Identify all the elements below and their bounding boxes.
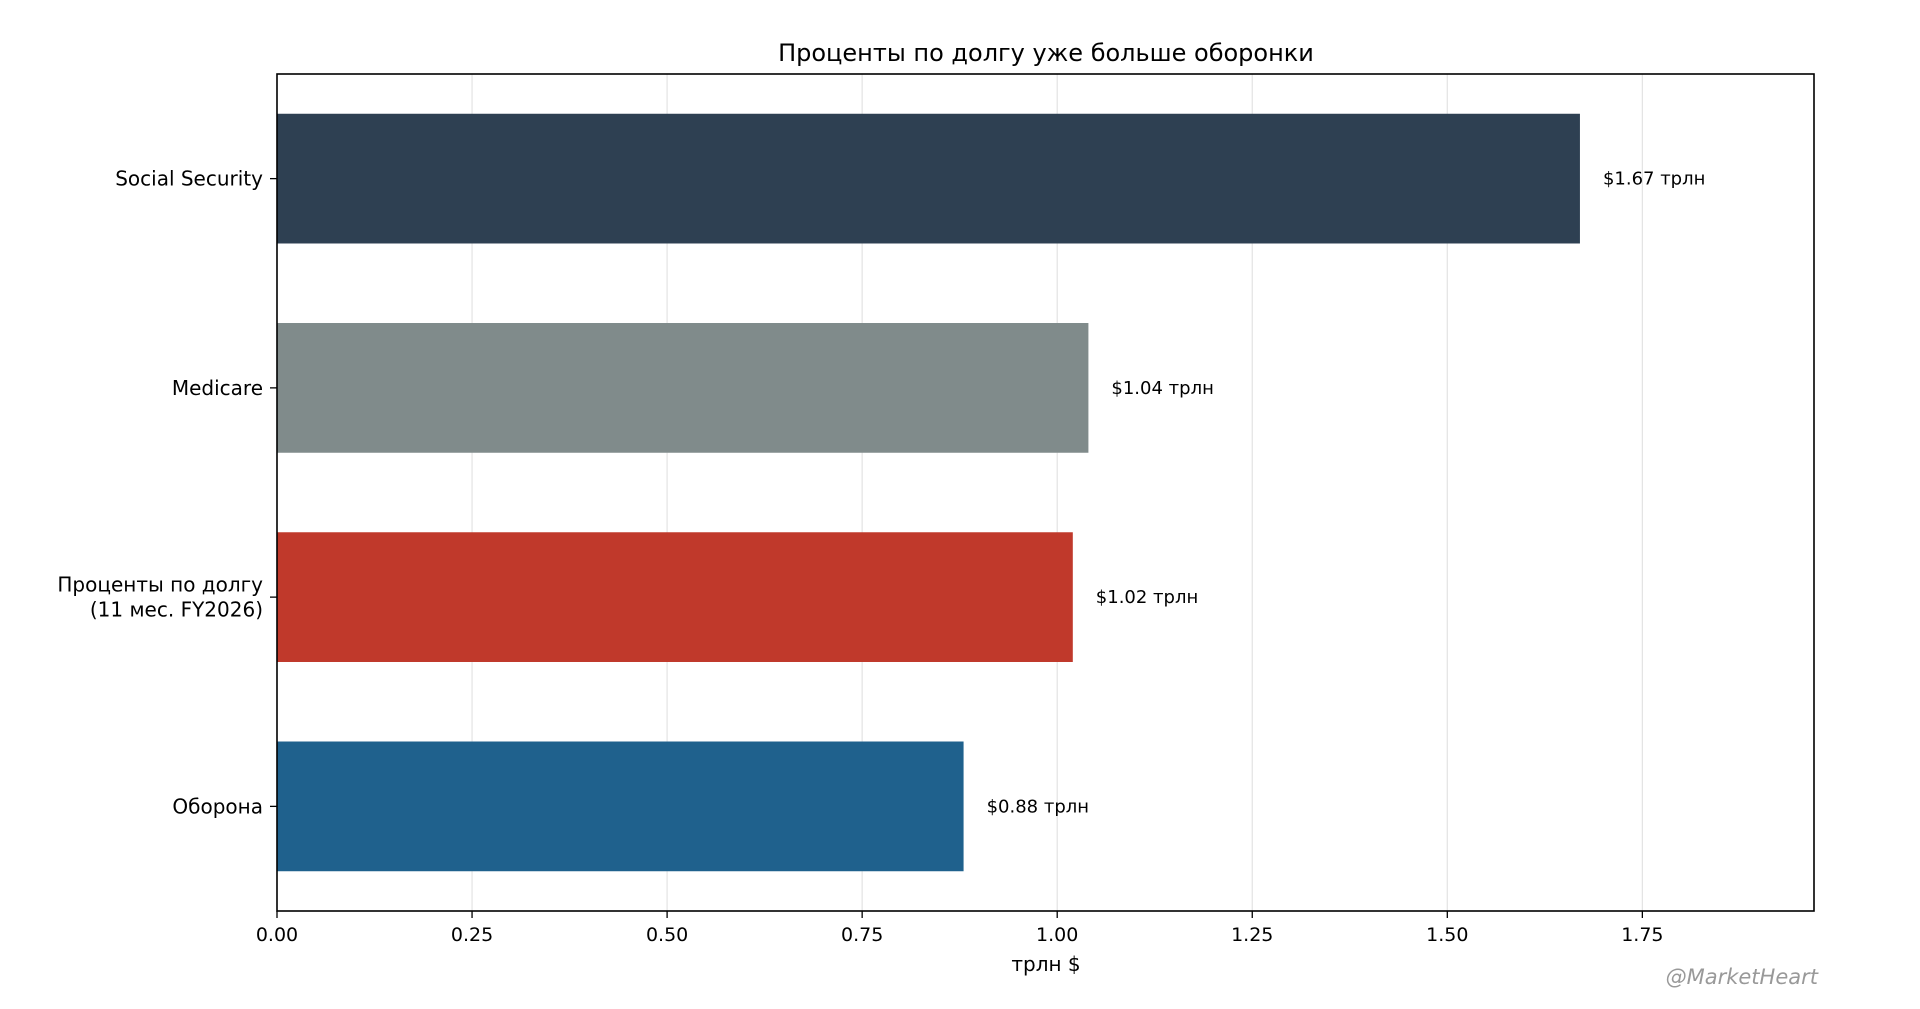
bar: [277, 323, 1089, 453]
data-labels: $1.67 трлн $1.04 трлн $1.02 трлн $0.88 трлн: [987, 169, 1706, 818]
data-label: $1.67 трлн: [1603, 169, 1705, 190]
x-tick-label: 0.00: [256, 924, 298, 946]
x-tick-label: 1.25: [1231, 924, 1273, 946]
bar: [277, 532, 1073, 662]
data-label: $1.02 трлн: [1096, 587, 1198, 608]
chart-title: Проценты по долгу уже больше оборонки: [778, 39, 1314, 67]
x-tick-label: 1.50: [1426, 924, 1468, 946]
category-label: Medicare: [172, 376, 263, 400]
x-axis-label: трлн $: [1011, 952, 1080, 976]
data-label: $1.04 трлн: [1111, 378, 1213, 399]
category-label: (11 мес. FY2026): [90, 598, 263, 622]
plot-frame: [276, 73, 1815, 912]
x-tick-label: 1.75: [1621, 924, 1663, 946]
category-label: Оборона: [172, 794, 263, 818]
bar: [277, 741, 964, 872]
bars: [277, 113, 1580, 872]
bar: [277, 113, 1580, 244]
x-tick-label: 1.00: [1036, 924, 1078, 946]
value-axis: 0.00 0.25 0.50 0.75 1.00 1.25 1.50 1.75: [256, 911, 1664, 946]
x-tick-label: 0.25: [451, 924, 493, 946]
watermark: @MarketHeart: [1666, 965, 1819, 989]
category-axis: Social Security Medicare Проценты по долгу…: [57, 167, 277, 818]
category-label: Проценты по долгу: [57, 573, 263, 597]
data-label: $0.88 трлн: [987, 796, 1089, 817]
x-tick-label: 0.75: [841, 924, 883, 946]
category-label: Social Security: [115, 167, 263, 191]
x-tick-label: 0.50: [646, 924, 688, 946]
